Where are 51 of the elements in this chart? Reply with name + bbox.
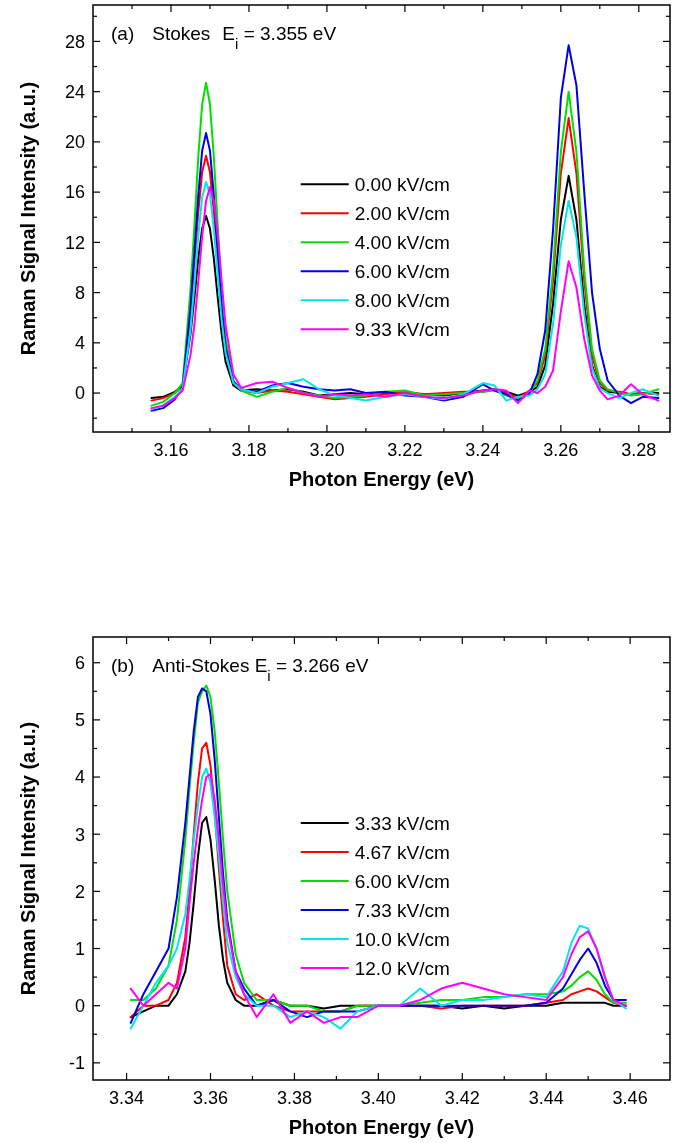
legend-label: 6.00 kV/cm [354, 870, 450, 892]
y-tick-label: 4 [74, 333, 85, 354]
y-axis-title: Raman Signal Intensity (a.u.) [17, 721, 39, 996]
y-tick-label: 16 [64, 182, 85, 203]
annotation: Stokes [152, 23, 211, 44]
annotation: (a) [111, 23, 135, 44]
x-tick-label: 3.22 [387, 440, 423, 460]
annotation: E$_{i}$ = 3.355 eV [222, 23, 337, 52]
x-tick-label: 3.26 [543, 440, 579, 460]
x-axis-title: Photon Energy (eV) [288, 468, 475, 490]
y-tick-label: 2 [74, 881, 85, 902]
x-tick-label: 3.42 [444, 1088, 480, 1108]
legend-label: 4.67 kV/cm [354, 841, 450, 863]
x-axis-title: Photon Energy (eV) [288, 1116, 475, 1138]
legend-label: 12.0 kV/cm [354, 957, 450, 979]
y-tick-label: 1 [74, 938, 85, 959]
legend-label: 10.0 kV/cm [354, 928, 450, 950]
y-axis-title: Raman Signal Intensity (a.u.) [17, 81, 39, 356]
legend-label: 2.00 kV/cm [354, 202, 450, 224]
y-tick-label: -1 [68, 1053, 85, 1074]
x-tick-label: 3.28 [621, 440, 657, 460]
x-tick-label: 3.24 [465, 440, 501, 460]
annotation: (b) [111, 655, 135, 676]
y-tick-label: 0 [74, 995, 85, 1016]
y-tick-label: 0 [74, 383, 85, 404]
y-tick-label: 24 [64, 81, 85, 102]
x-tick-label: 3.46 [612, 1088, 648, 1108]
y-tick-label: 8 [74, 282, 85, 303]
annotation: Anti-Stokes E$_{i}$ = 3.266 eV [152, 655, 369, 684]
legend-label: 8.00 kV/cm [354, 289, 450, 311]
legend-label: 4.00 kV/cm [354, 231, 450, 253]
x-tick-label: 3.38 [276, 1088, 312, 1108]
legend-label: 3.33 kV/cm [354, 812, 450, 834]
y-tick-label: 4 [74, 767, 85, 788]
x-tick-label: 3.36 [192, 1088, 229, 1108]
legend-label: 9.33 kV/cm [354, 318, 450, 340]
x-tick-label: 3.44 [528, 1088, 564, 1108]
y-tick-label: 20 [64, 132, 85, 153]
y-tick-label: 12 [64, 232, 85, 253]
y-tick-label: 6 [74, 653, 85, 674]
x-tick-label: 3.18 [231, 440, 267, 460]
legend-label: 7.33 kV/cm [354, 899, 450, 921]
y-tick-label: 3 [74, 824, 85, 845]
x-tick-label: 3.34 [109, 1088, 145, 1108]
legend-label: 6.00 kV/cm [354, 260, 450, 282]
legend-label: 0.00 kV/cm [354, 173, 450, 195]
x-tick-label: 3.16 [153, 440, 189, 460]
x-tick-label: 3.40 [360, 1088, 396, 1108]
y-tick-label: 28 [64, 31, 85, 52]
y-tick-label: 5 [74, 710, 85, 731]
x-tick-label: 3.20 [309, 440, 345, 460]
